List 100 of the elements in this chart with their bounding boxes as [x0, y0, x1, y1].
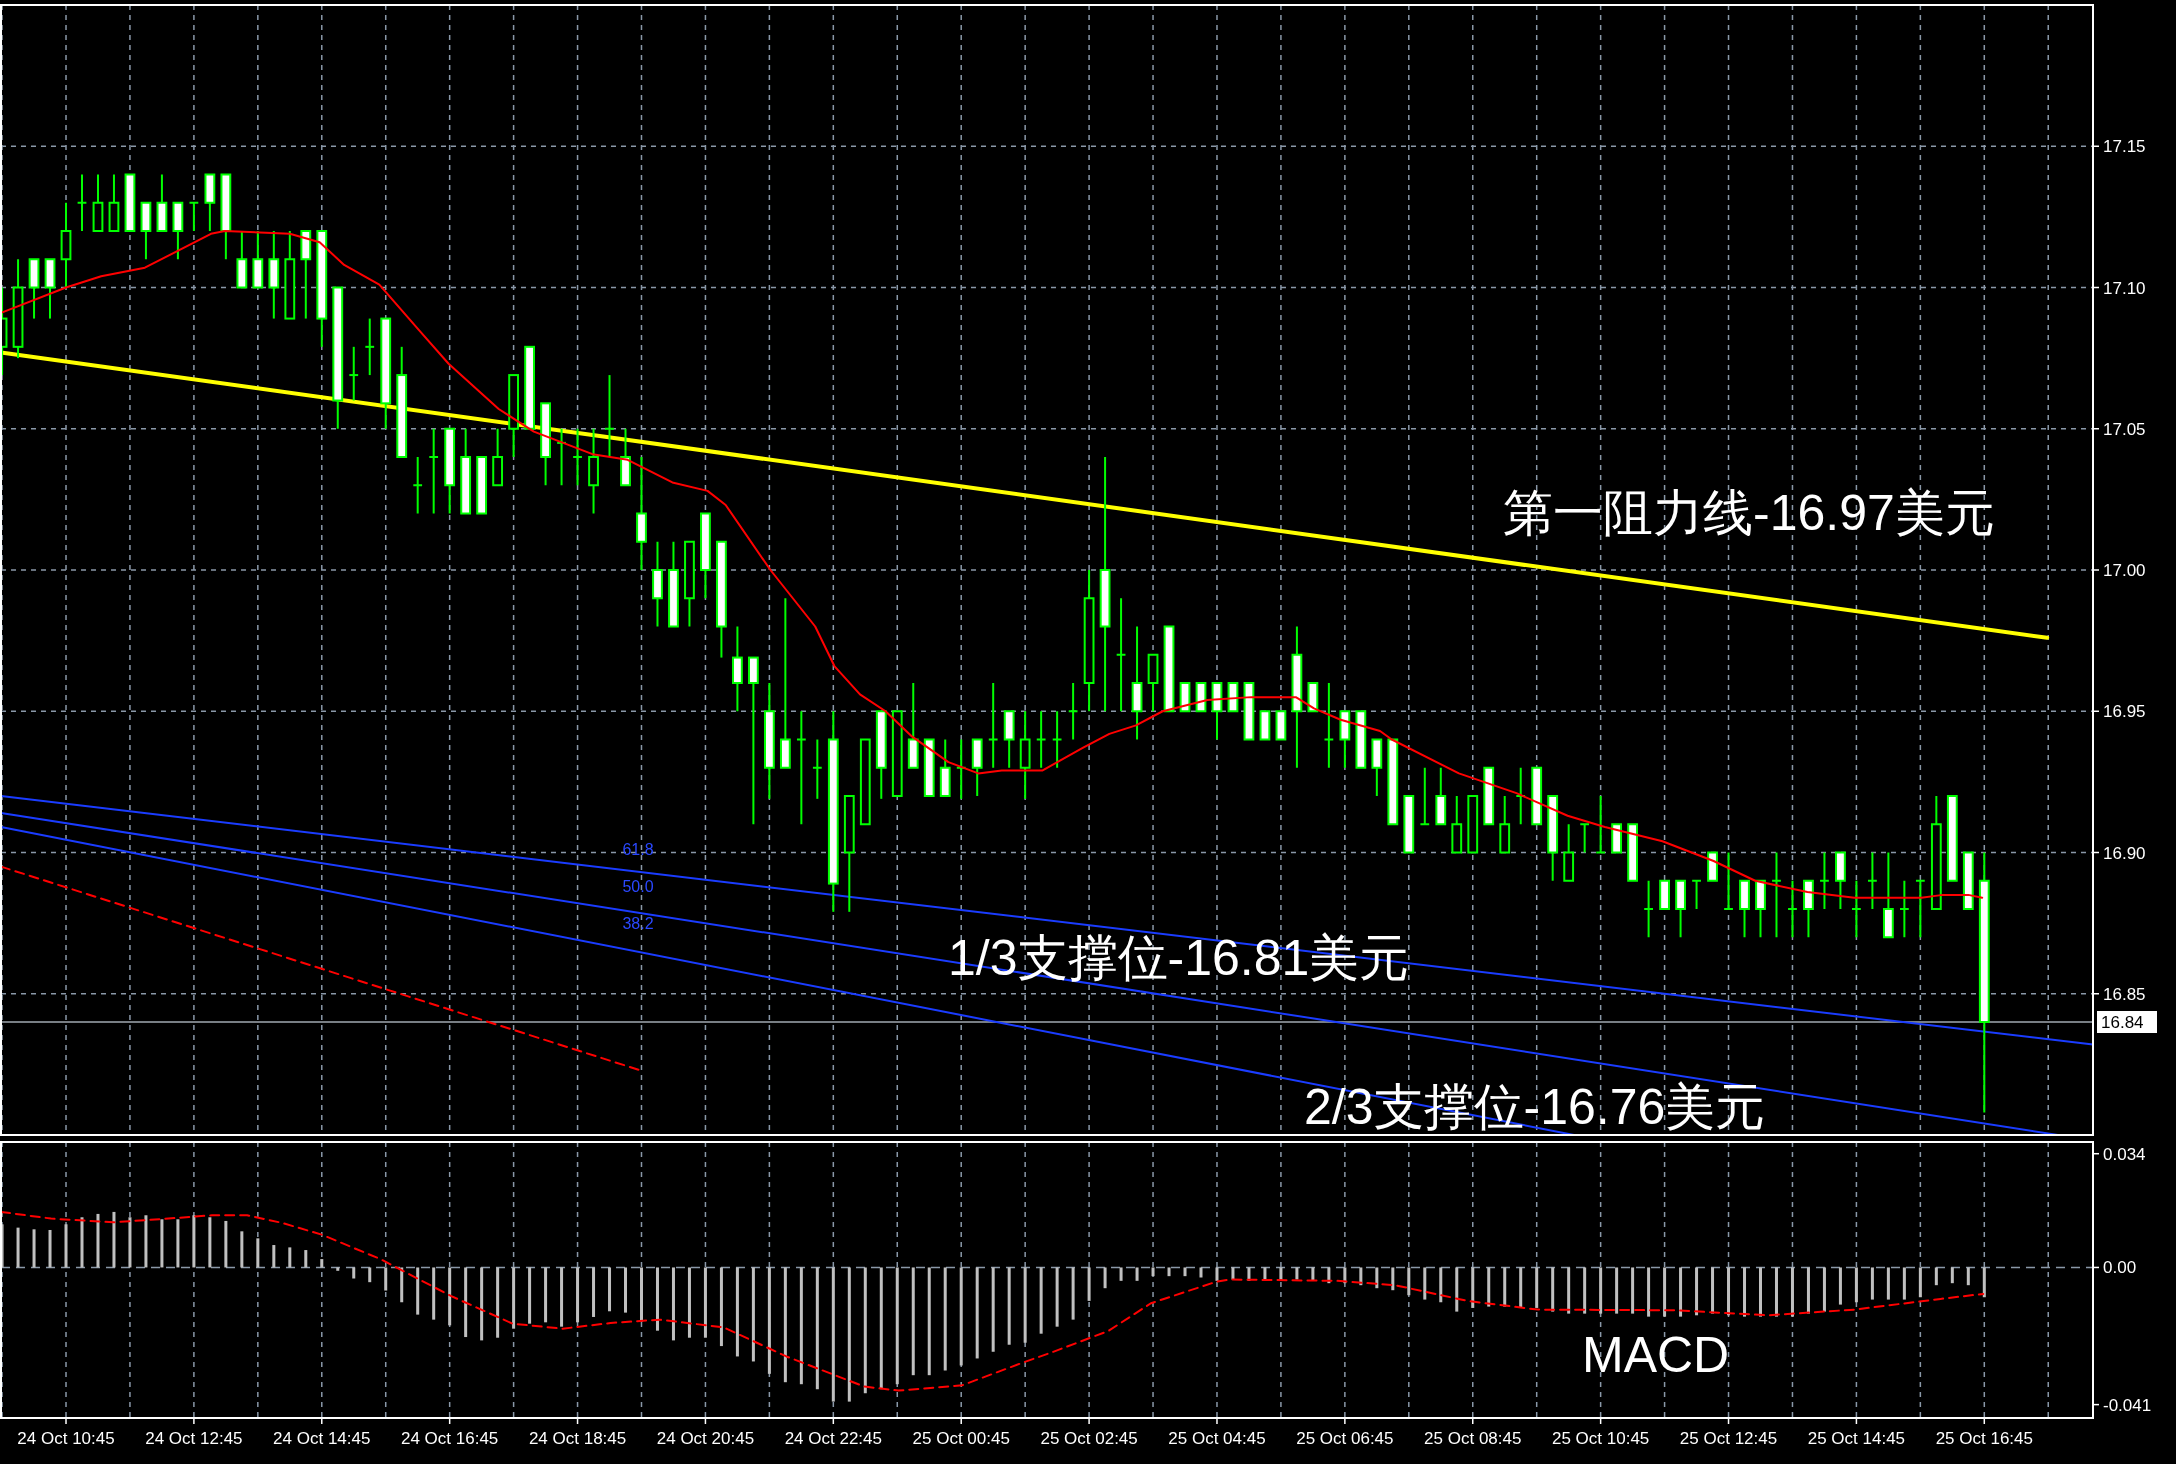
bar	[1087, 1267, 1091, 1301]
bar	[1902, 1267, 1906, 1300]
bar	[1311, 1267, 1315, 1281]
bar	[1119, 1267, 1123, 1281]
x-tick-label: 24 Oct 16:45	[400, 1429, 499, 1448]
bar	[1695, 1267, 1699, 1316]
x-tick-label: 24 Oct 12:45	[145, 1429, 243, 1448]
candlestick	[811, 738, 823, 800]
bar	[1071, 1267, 1075, 1320]
bar	[655, 1267, 659, 1331]
bar	[1822, 1267, 1826, 1312]
bar	[80, 1217, 84, 1268]
bar	[895, 1267, 899, 1385]
bar	[1407, 1267, 1411, 1296]
bar	[1982, 1267, 1986, 1298]
candlestick	[1595, 795, 1607, 854]
bar	[112, 1211, 116, 1268]
bar	[528, 1267, 532, 1324]
bar	[448, 1267, 452, 1326]
bar	[592, 1267, 596, 1317]
annotation: 50.0	[622, 878, 654, 895]
bar	[1215, 1267, 1219, 1281]
bar	[863, 1267, 867, 1394]
x-tick-label: 24 Oct 14:45	[273, 1429, 371, 1448]
bar	[687, 1267, 691, 1338]
x-tick-label: 25 Oct 02:45	[1040, 1429, 1138, 1448]
bar	[256, 1238, 260, 1268]
bar	[384, 1267, 388, 1291]
bar	[1487, 1267, 1491, 1307]
bar	[879, 1267, 883, 1390]
candlestick	[1035, 710, 1047, 769]
candlestick	[364, 317, 376, 377]
x-tick-label: 24 Oct 22:45	[784, 1429, 882, 1448]
bar	[783, 1267, 787, 1383]
bar	[192, 1215, 196, 1268]
bar	[1519, 1267, 1523, 1308]
y-tick-label: 17.00	[2103, 561, 2146, 580]
x-tick-label: 24 Oct 18:45	[528, 1429, 627, 1448]
bar	[1455, 1267, 1459, 1312]
bar	[416, 1267, 420, 1315]
candlestick	[1771, 851, 1782, 939]
bar	[176, 1219, 180, 1268]
bar	[1231, 1267, 1235, 1280]
bar	[1615, 1267, 1619, 1314]
bar	[1854, 1267, 1858, 1303]
bar	[1471, 1267, 1475, 1308]
candlestick	[1787, 879, 1798, 939]
candlestick	[1819, 851, 1830, 910]
bar	[1039, 1267, 1043, 1334]
bar	[1103, 1267, 1107, 1289]
bar	[160, 1219, 164, 1268]
bar	[943, 1267, 947, 1371]
bar	[1599, 1267, 1603, 1314]
y-tick-label: 17.05	[2103, 419, 2146, 439]
bar	[975, 1267, 979, 1359]
bar	[1934, 1267, 1938, 1286]
bar	[1375, 1267, 1379, 1289]
x-tick-label: 25 Oct 16:45	[1935, 1429, 2033, 1448]
bar	[544, 1267, 548, 1323]
y-tick-label: 0.00	[2103, 1258, 2137, 1278]
y-tick-label: 0.034	[2103, 1144, 2146, 1164]
bar	[767, 1267, 771, 1374]
bar	[1391, 1267, 1395, 1291]
bar	[1790, 1267, 1794, 1317]
bar	[64, 1224, 68, 1268]
candlestick	[1579, 823, 1591, 854]
bar	[144, 1215, 148, 1268]
bar	[224, 1220, 228, 1268]
annotation: 38.2	[622, 915, 654, 932]
bar	[991, 1267, 995, 1352]
bar	[1423, 1267, 1427, 1300]
candlestick	[1323, 682, 1335, 769]
x-tick-label: 25 Oct 08:45	[1424, 1429, 1522, 1448]
bar	[1838, 1267, 1842, 1305]
bar	[1631, 1267, 1635, 1314]
bar	[464, 1267, 468, 1338]
x-tick-label: 25 Oct 04:45	[1168, 1429, 1266, 1448]
bar	[703, 1267, 707, 1338]
candlestick	[188, 201, 200, 232]
candlestick	[1723, 851, 1734, 910]
bar	[1918, 1267, 1922, 1298]
y-tick-label: 17.15	[2103, 137, 2146, 157]
candlestick	[795, 710, 807, 826]
bar	[911, 1267, 915, 1376]
bar	[815, 1267, 819, 1390]
annotation: MACD	[1582, 1327, 1730, 1383]
bar	[799, 1267, 803, 1385]
bar	[1199, 1267, 1203, 1278]
bar	[1023, 1267, 1027, 1343]
bar	[1886, 1267, 1890, 1300]
bar	[128, 1217, 132, 1268]
bar	[1663, 1267, 1667, 1317]
candlestick	[987, 682, 999, 769]
bar	[1950, 1267, 1954, 1284]
candlestick	[1067, 682, 1079, 741]
bar	[32, 1229, 36, 1268]
bar	[751, 1267, 755, 1362]
bar	[1774, 1267, 1778, 1317]
bar	[1759, 1267, 1762, 1317]
bar	[1183, 1267, 1187, 1277]
